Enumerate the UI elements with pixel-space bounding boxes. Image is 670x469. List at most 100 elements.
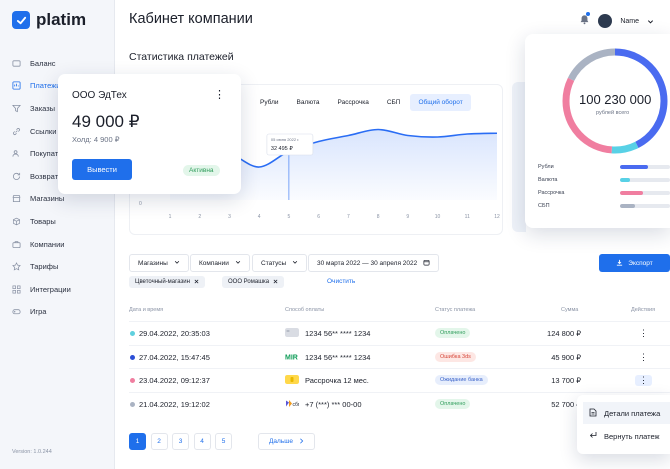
- legend-bar: [620, 178, 670, 182]
- row-date: 27.04.2022, 15:47:45: [139, 352, 210, 362]
- briefcase-icon: [12, 240, 21, 249]
- company-name: ООО ЭдТех: [72, 90, 127, 101]
- clear-filters-link[interactable]: Очистить: [327, 278, 356, 285]
- close-icon[interactable]: [194, 279, 199, 286]
- legend-bar-fill: [620, 204, 635, 208]
- donut-chart: [562, 48, 668, 154]
- more-vertical-icon[interactable]: ⋮: [639, 351, 648, 362]
- chevron-down-icon[interactable]: [647, 12, 654, 30]
- total-caption: рублей всего: [596, 110, 630, 116]
- next-page-button[interactable]: Дальше: [258, 433, 316, 450]
- download-icon: [616, 259, 623, 268]
- chart-tab[interactable]: Рубли: [252, 94, 287, 111]
- page-button[interactable]: 1: [129, 433, 146, 450]
- total-amount: 100 230 000: [579, 92, 652, 107]
- date-range-filter[interactable]: 30 марта 2022 — 30 апреля 2022: [308, 254, 440, 272]
- shops-filter[interactable]: Магазины: [129, 254, 189, 272]
- section-title: Статистика платежей: [129, 51, 234, 63]
- sidebar: platim Баланс Платежи Заказы Ссылки Покупате…: [0, 0, 115, 469]
- sidebar-item-label: Баланс: [30, 58, 56, 68]
- column-header-sum: Сумма: [561, 307, 579, 313]
- statuses-filter[interactable]: Статусы: [252, 254, 308, 272]
- companies-filter[interactable]: Компании: [190, 254, 250, 272]
- tooltip-value: 32 495 ₽: [271, 145, 293, 152]
- bell-icon[interactable]: [579, 12, 591, 30]
- sidebar-item[interactable]: Компании: [0, 233, 115, 256]
- x-tick-label: 7: [347, 214, 350, 220]
- column-header-date: Дата и время: [129, 307, 164, 313]
- page-button[interactable]: 4: [193, 433, 211, 450]
- sidebar-item-label: Игра: [30, 307, 47, 317]
- x-tick-label: 9: [406, 214, 409, 220]
- sidebar-item[interactable]: Товары: [0, 210, 115, 233]
- status-badge: Ожидание банка: [435, 375, 488, 385]
- legend-label: Рассрочка: [538, 190, 565, 196]
- gamepad-icon: [12, 307, 21, 316]
- legend-bar: [620, 165, 670, 169]
- wallet-icon: [12, 59, 21, 68]
- chart-tab[interactable]: СБП: [378, 94, 409, 111]
- sidebar-item[interactable]: Баланс: [0, 52, 115, 75]
- page-button[interactable]: 5: [215, 433, 232, 450]
- chart-tooltip: 05 июня 2022 г. 32 495 ₽: [266, 133, 314, 156]
- grid-icon: [12, 285, 21, 294]
- area-fill: [170, 129, 497, 200]
- y-tick-label: 0: [139, 201, 142, 207]
- table-row[interactable]: 23.04.2022, 09:12:37 Рассрочка 12 мес. Ожи…: [129, 368, 670, 391]
- donut-segment-currency: [562, 48, 668, 154]
- payment-details-menu-item[interactable]: Детали платежа: [583, 402, 670, 424]
- return-arrow-icon: [589, 431, 597, 441]
- card-icon: [285, 328, 299, 337]
- sidebar-item[interactable]: Интеграции: [0, 278, 115, 301]
- chart-tab[interactable]: Общий оборот: [410, 94, 471, 111]
- page-button[interactable]: 3: [172, 433, 189, 450]
- sidebar-item[interactable]: Ссылки: [0, 120, 115, 143]
- refund-menu-item[interactable]: Вернуть платеж: [583, 425, 670, 447]
- logo[interactable]: platim: [12, 10, 86, 30]
- legend-bar: [620, 191, 670, 195]
- chart-tab[interactable]: Рассрочка: [329, 94, 377, 111]
- more-vertical-icon[interactable]: ⋮: [214, 89, 225, 101]
- row-method: Рассрочка 12 мес.: [305, 376, 369, 385]
- sidebar-nav: Баланс Платежи Заказы Ссылки Покупатели Возвр…: [0, 52, 115, 323]
- filter-chip: ООО Ромашка: [222, 276, 285, 288]
- export-button[interactable]: Экспорт: [599, 254, 670, 272]
- sidebar-item[interactable]: Тарифы: [0, 255, 115, 278]
- x-tick-label: 3: [228, 214, 231, 220]
- sidebar-item[interactable]: Игра: [0, 301, 115, 324]
- sidebar-item-label: Платежи: [30, 81, 61, 91]
- svg-text:сбп: сбп: [293, 402, 300, 408]
- sidebar-item[interactable]: Возвраты: [0, 165, 115, 188]
- more-vertical-icon[interactable]: ⋮: [639, 328, 648, 338]
- sidebar-item[interactable]: Заказы: [0, 97, 115, 120]
- user-name[interactable]: Name: [620, 17, 639, 25]
- more-vertical-icon[interactable]: ⋮: [635, 375, 652, 386]
- sidebar-item-label: Интеграции: [30, 284, 71, 294]
- status-badge: Оплачено: [435, 328, 471, 338]
- company-balance: 49 000 ₽: [72, 112, 140, 131]
- chart-tab[interactable]: Валюта: [288, 94, 328, 111]
- sbp-icon: сбп: [286, 399, 300, 408]
- card-shadow-decor: [512, 82, 526, 232]
- table-row[interactable]: 29.04.2022, 20:35:03 1234 56** **** 1234 О…: [129, 321, 670, 344]
- status-dot: [130, 401, 135, 407]
- avatar[interactable]: [598, 14, 613, 28]
- row-date: 21.04.2022, 19:12:02: [139, 399, 210, 409]
- row-sum: 124 800 ₽: [547, 329, 581, 338]
- shops-filter-label: Магазины: [138, 259, 168, 267]
- sidebar-item[interactable]: Покупатели: [0, 142, 115, 165]
- sidebar-item[interactable]: Платежи: [0, 75, 115, 98]
- row-date: 29.04.2022, 20:35:03: [139, 329, 210, 338]
- legend-bar-fill: [620, 178, 630, 182]
- chip-label: Цветочный-магазин: [135, 279, 190, 285]
- page-button[interactable]: 2: [150, 433, 168, 450]
- column-header-status: Статус платежа: [435, 307, 476, 313]
- sidebar-item-label: Тарифы: [30, 262, 59, 272]
- table-row[interactable]: 27.04.2022, 15:47:45 MIR 1234 56** **** 12…: [129, 344, 670, 368]
- withdraw-button[interactable]: Вывести: [72, 159, 132, 180]
- sidebar-item-label: Магазины: [30, 194, 65, 204]
- close-icon[interactable]: [273, 279, 278, 286]
- sidebar-item[interactable]: Магазины: [0, 188, 115, 211]
- chevron-down-icon: [235, 259, 241, 267]
- x-tick-label: 10: [435, 214, 441, 220]
